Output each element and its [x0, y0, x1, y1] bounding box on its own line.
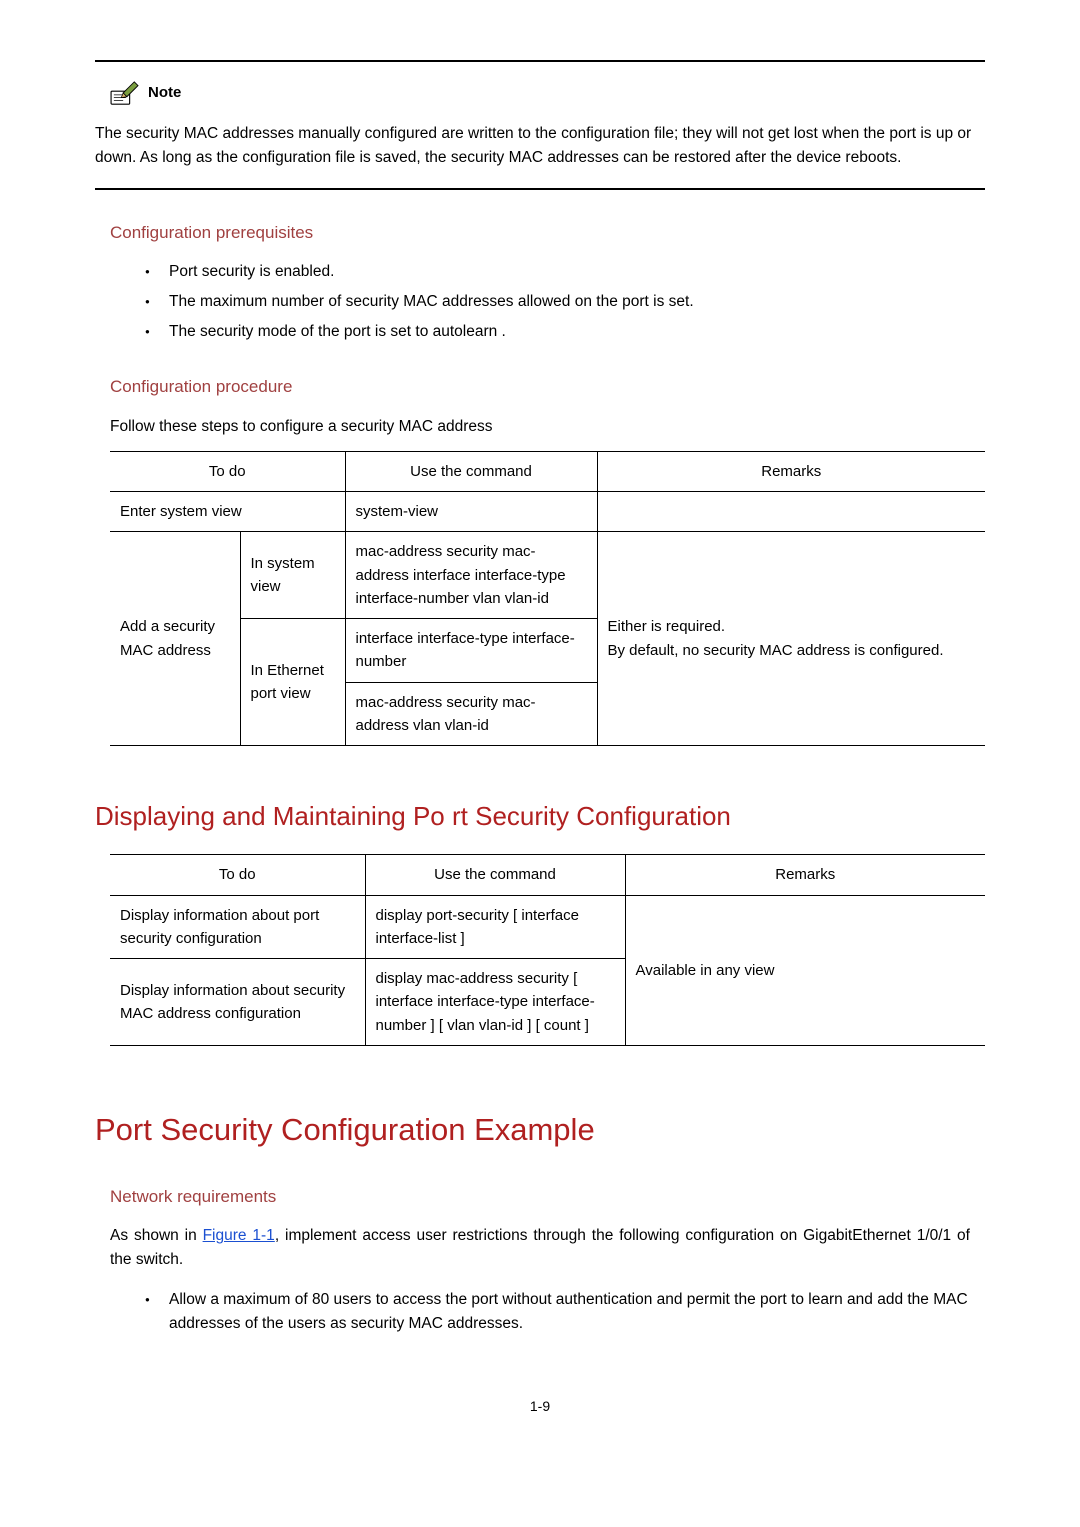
cell-cmd: display port-security [ interface interf…: [365, 895, 625, 959]
display-table: To do Use the command Remarks Display in…: [110, 854, 985, 1046]
list-item: Port security is enabled.: [145, 260, 985, 284]
note-header: Note: [110, 80, 985, 106]
table-header-row: To do Use the command Remarks: [110, 451, 985, 491]
cell-todo: Display information about port security …: [110, 895, 365, 959]
cell-sysview-cmd: mac-address security mac-address interfa…: [345, 532, 597, 619]
col-todo: To do: [110, 855, 365, 895]
example-bullets: Allow a maximum of 80 users to access th…: [145, 1288, 985, 1336]
col-command: Use the command: [365, 855, 625, 895]
cell-todo: Enter system view: [110, 492, 345, 532]
page-number: 1-9: [95, 1396, 985, 1418]
note-block: Note The security MAC addresses manually…: [95, 80, 985, 170]
procedure-table: To do Use the command Remarks Enter syst…: [110, 451, 985, 746]
cell-ethview-cmd2: mac-address security mac-address vlan vl…: [345, 682, 597, 746]
heading-display-maintain: Displaying and Maintaining Po rt Securit…: [95, 796, 985, 836]
col-remarks: Remarks: [597, 451, 985, 491]
cell-remark: Either is required. By default, no secur…: [597, 532, 985, 746]
note-body: The security MAC addresses manually conf…: [95, 122, 985, 170]
cell-cmd: display mac-address security [ interface…: [365, 959, 625, 1046]
example-paragraph: As shown in Figure 1-1, implement access…: [110, 1224, 970, 1272]
table-row: Display information about port security …: [110, 895, 985, 959]
cell-remark: Available in any view: [625, 895, 985, 1045]
procedure-table-wrap: To do Use the command Remarks Enter syst…: [110, 451, 985, 746]
table-row: Add a security MAC address In system vie…: [110, 532, 985, 619]
display-table-wrap: To do Use the command Remarks Display in…: [110, 854, 985, 1046]
heading-example: Port Security Configuration Example: [95, 1106, 985, 1154]
list-item: The maximum number of security MAC addre…: [145, 290, 985, 314]
figure-link[interactable]: Figure 1-1: [203, 1227, 275, 1244]
col-todo: To do: [110, 451, 345, 491]
heading-config-prereq: Configuration prerequisites: [110, 220, 985, 246]
note-bottom-rule: [95, 188, 985, 190]
col-remarks: Remarks: [625, 855, 985, 895]
cell-todo: Display information about security MAC a…: [110, 959, 365, 1046]
cell-ethview-cmd1: interface interface-type interface-numbe…: [345, 619, 597, 683]
example-para-before: As shown in: [110, 1227, 203, 1244]
note-pencil-icon: [110, 80, 140, 106]
list-item: Allow a maximum of 80 users to access th…: [145, 1288, 985, 1336]
prereq-list: Port security is enabled. The maximum nu…: [145, 260, 985, 344]
cell-sysview-label: In system view: [240, 532, 345, 619]
cell-cmd: system-view: [345, 492, 597, 532]
heading-network-req: Network requirements: [110, 1184, 985, 1210]
cell-remark: [597, 492, 985, 532]
table-row: Enter system view system-view: [110, 492, 985, 532]
note-label: Note: [148, 81, 181, 104]
table-header-row: To do Use the command Remarks: [110, 855, 985, 895]
heading-config-procedure: Configuration procedure: [110, 374, 985, 400]
note-top-rule: [95, 60, 985, 62]
list-item: The security mode of the port is set to …: [145, 320, 985, 344]
procedure-intro: Follow these steps to configure a securi…: [110, 415, 985, 439]
cell-add-mac: Add a security MAC address: [110, 532, 240, 746]
cell-ethview-label: In Ethernet port view: [240, 619, 345, 746]
col-command: Use the command: [345, 451, 597, 491]
